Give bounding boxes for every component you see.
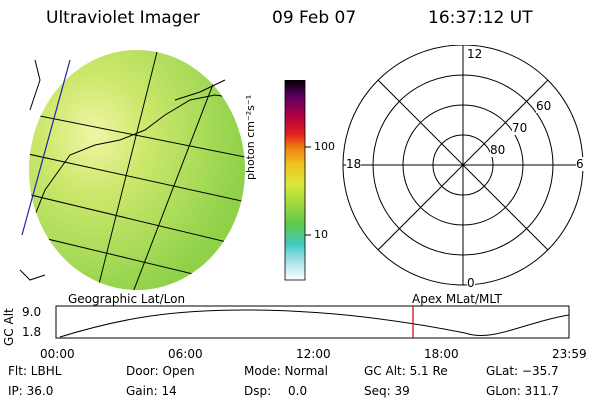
- altitude-timeline: [55, 305, 570, 339]
- filter-info: Flt: LBHL: [8, 364, 62, 378]
- mlt-label-6: 6: [576, 157, 584, 171]
- uv-image: [19, 50, 245, 290]
- uv-earth-disk: [29, 50, 245, 290]
- door-info: Door: Open: [126, 364, 195, 378]
- seq-info: Seq: 39: [364, 384, 410, 398]
- glon-info: GLon: 311.7: [486, 384, 559, 398]
- time-tick-1800: 18:00: [424, 347, 459, 361]
- header-time: 16:37:12 UT: [428, 8, 533, 28]
- timeline-frame: [55, 305, 570, 339]
- mlt-label-18: 18: [346, 157, 362, 171]
- lat-label-70: 70: [512, 121, 528, 135]
- ip-info: IP: 36.0: [8, 384, 54, 398]
- mlt-label-0: 0: [467, 276, 475, 290]
- latitude-line: [29, 149, 245, 206]
- geographic-coords-label: Geographic Lat/Lon: [68, 292, 186, 306]
- mlt-label-12: 12: [467, 47, 483, 61]
- gc-alt-info: GC Alt: 5.1 Re: [364, 364, 448, 378]
- app-title: Ultraviolet Imager: [46, 8, 200, 28]
- dsp-value: 0.0: [288, 384, 308, 398]
- noon-meridian-line: [21, 59, 71, 236]
- dsp-label: Dsp:: [244, 384, 272, 398]
- colorbar-gradient: [284, 80, 306, 281]
- time-tick-0000: 00:00: [40, 347, 75, 361]
- time-tick-2359: 23:59: [552, 347, 587, 361]
- header-date: 09 Feb 07: [272, 8, 357, 28]
- gc-alt-axis-label: GC Alt: [2, 308, 16, 346]
- altitude-curve: [59, 309, 570, 338]
- lat-label-60: 60: [536, 99, 552, 113]
- time-tick-0600: 06:00: [168, 347, 203, 361]
- colorbar-unit-label: photon cm⁻²s⁻¹: [244, 94, 257, 180]
- alt-tick-min: 1.8: [22, 325, 42, 339]
- latitude-line: [29, 189, 245, 251]
- alt-tick-max: 9.0: [22, 305, 42, 319]
- gain-info: Gain: 14: [126, 384, 177, 398]
- coastline-outline: [19, 59, 226, 281]
- colorbar-tick-10: 10: [314, 228, 328, 241]
- time-tick-1200: 12:00: [296, 347, 331, 361]
- polar-plot: [342, 45, 584, 286]
- coastline: [34, 94, 236, 216]
- longitude-line: [94, 50, 161, 290]
- latitude-line: [29, 109, 245, 161]
- glat-info: GLat: −35.7: [486, 364, 559, 378]
- apex-coords-label: Apex MLat/MLT: [412, 292, 502, 306]
- lat-label-80: 80: [490, 143, 506, 157]
- mode-info: Mode: Normal: [244, 364, 328, 378]
- colorbar-tick-100: 100: [314, 140, 335, 153]
- colorbar: [284, 80, 311, 281]
